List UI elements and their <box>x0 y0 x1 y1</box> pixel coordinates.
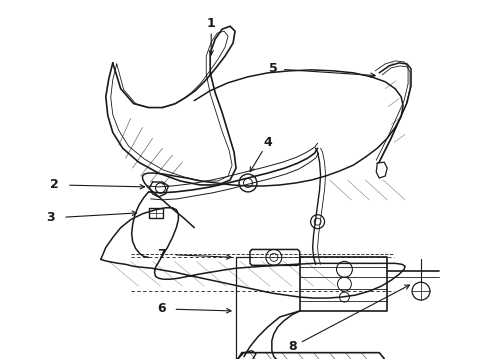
Text: 5: 5 <box>270 62 278 75</box>
Text: 4: 4 <box>264 136 272 149</box>
Text: 7: 7 <box>157 248 166 261</box>
Text: 6: 6 <box>157 302 166 315</box>
Text: 8: 8 <box>289 340 297 353</box>
Text: 3: 3 <box>47 211 55 224</box>
Text: 2: 2 <box>50 179 59 192</box>
Text: 1: 1 <box>207 17 216 30</box>
